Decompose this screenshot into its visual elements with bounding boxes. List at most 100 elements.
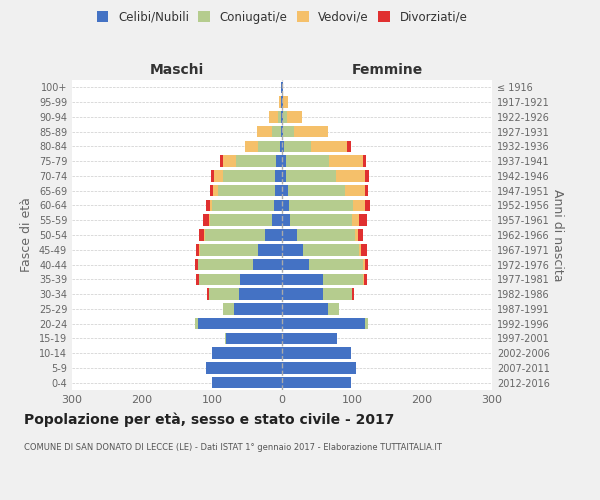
Text: Popolazione per età, sesso e stato civile - 2017: Popolazione per età, sesso e stato civil… (24, 412, 394, 427)
Bar (214, 170, 223, 181)
Bar (283, 111, 287, 122)
Bar (210, 185, 214, 196)
Bar (345, 185, 365, 196)
Bar (199, 229, 203, 241)
Bar (283, 96, 287, 108)
Bar (311, 140, 347, 152)
Bar (282, 156, 286, 167)
Bar (353, 200, 365, 211)
Bar (239, 288, 282, 300)
Y-axis label: Fasce di età: Fasce di età (20, 198, 33, 272)
Bar (290, 214, 352, 226)
Bar (328, 303, 338, 314)
Bar (196, 244, 199, 256)
Bar (199, 274, 240, 285)
Bar (265, 229, 282, 241)
Bar (235, 303, 282, 314)
Bar (282, 140, 284, 152)
Bar (205, 229, 265, 241)
Bar (200, 244, 257, 256)
Bar (212, 377, 282, 388)
Bar (240, 274, 282, 285)
Bar (281, 111, 282, 122)
Bar (282, 200, 289, 211)
Bar (281, 126, 282, 138)
Bar (194, 259, 198, 270)
Bar (257, 126, 272, 138)
Bar (277, 156, 282, 167)
Bar (363, 274, 364, 285)
Bar (308, 259, 363, 270)
Bar (281, 96, 282, 108)
Bar (245, 140, 257, 152)
Bar (329, 156, 362, 167)
Bar (359, 244, 361, 256)
Bar (203, 229, 205, 241)
Bar (212, 348, 282, 359)
Bar (282, 303, 328, 314)
Bar (223, 156, 236, 167)
Bar (338, 303, 340, 314)
Bar (281, 82, 282, 93)
Bar (272, 126, 281, 138)
Bar (283, 126, 294, 138)
Bar (280, 140, 282, 152)
Bar (365, 318, 368, 330)
Bar (214, 185, 218, 196)
Bar (282, 244, 303, 256)
Bar (362, 156, 366, 167)
Bar (211, 170, 214, 181)
Bar (274, 200, 282, 211)
Bar (198, 259, 253, 270)
Bar (286, 156, 329, 167)
Bar (294, 126, 328, 138)
Bar (257, 244, 282, 256)
Bar (196, 274, 199, 285)
Bar (223, 170, 275, 181)
Bar (282, 288, 323, 300)
Legend: Celibi/Nubili, Coniugati/e, Vedovi/e, Divorziati/e: Celibi/Nubili, Coniugati/e, Vedovi/e, Di… (92, 6, 472, 28)
Bar (271, 214, 282, 226)
Bar (236, 156, 277, 167)
Bar (194, 318, 198, 330)
Bar (279, 96, 281, 108)
Bar (347, 140, 350, 152)
Bar (210, 200, 212, 211)
Bar (275, 185, 282, 196)
Bar (198, 318, 282, 330)
Bar (352, 214, 359, 226)
Bar (365, 200, 370, 211)
Bar (207, 288, 209, 300)
Bar (364, 274, 367, 285)
Bar (359, 214, 367, 226)
Bar (365, 170, 369, 181)
Bar (365, 185, 368, 196)
Bar (282, 82, 283, 93)
Bar (253, 259, 282, 270)
Bar (282, 185, 287, 196)
Bar (323, 288, 352, 300)
Bar (226, 332, 282, 344)
Bar (282, 259, 308, 270)
Bar (209, 288, 239, 300)
Bar (282, 377, 350, 388)
Bar (355, 229, 358, 241)
Bar (282, 274, 323, 285)
Bar (282, 362, 355, 374)
Text: Maschi: Maschi (150, 64, 204, 78)
Bar (282, 214, 290, 226)
Bar (282, 318, 365, 330)
Bar (289, 200, 353, 211)
Bar (210, 214, 271, 226)
Bar (282, 229, 298, 241)
Bar (284, 140, 311, 152)
Bar (365, 259, 368, 270)
Bar (199, 244, 200, 256)
Bar (282, 96, 283, 108)
Bar (303, 244, 359, 256)
Bar (358, 229, 362, 241)
Bar (282, 348, 350, 359)
Bar (363, 259, 365, 270)
Bar (323, 274, 363, 285)
Bar (361, 244, 367, 256)
